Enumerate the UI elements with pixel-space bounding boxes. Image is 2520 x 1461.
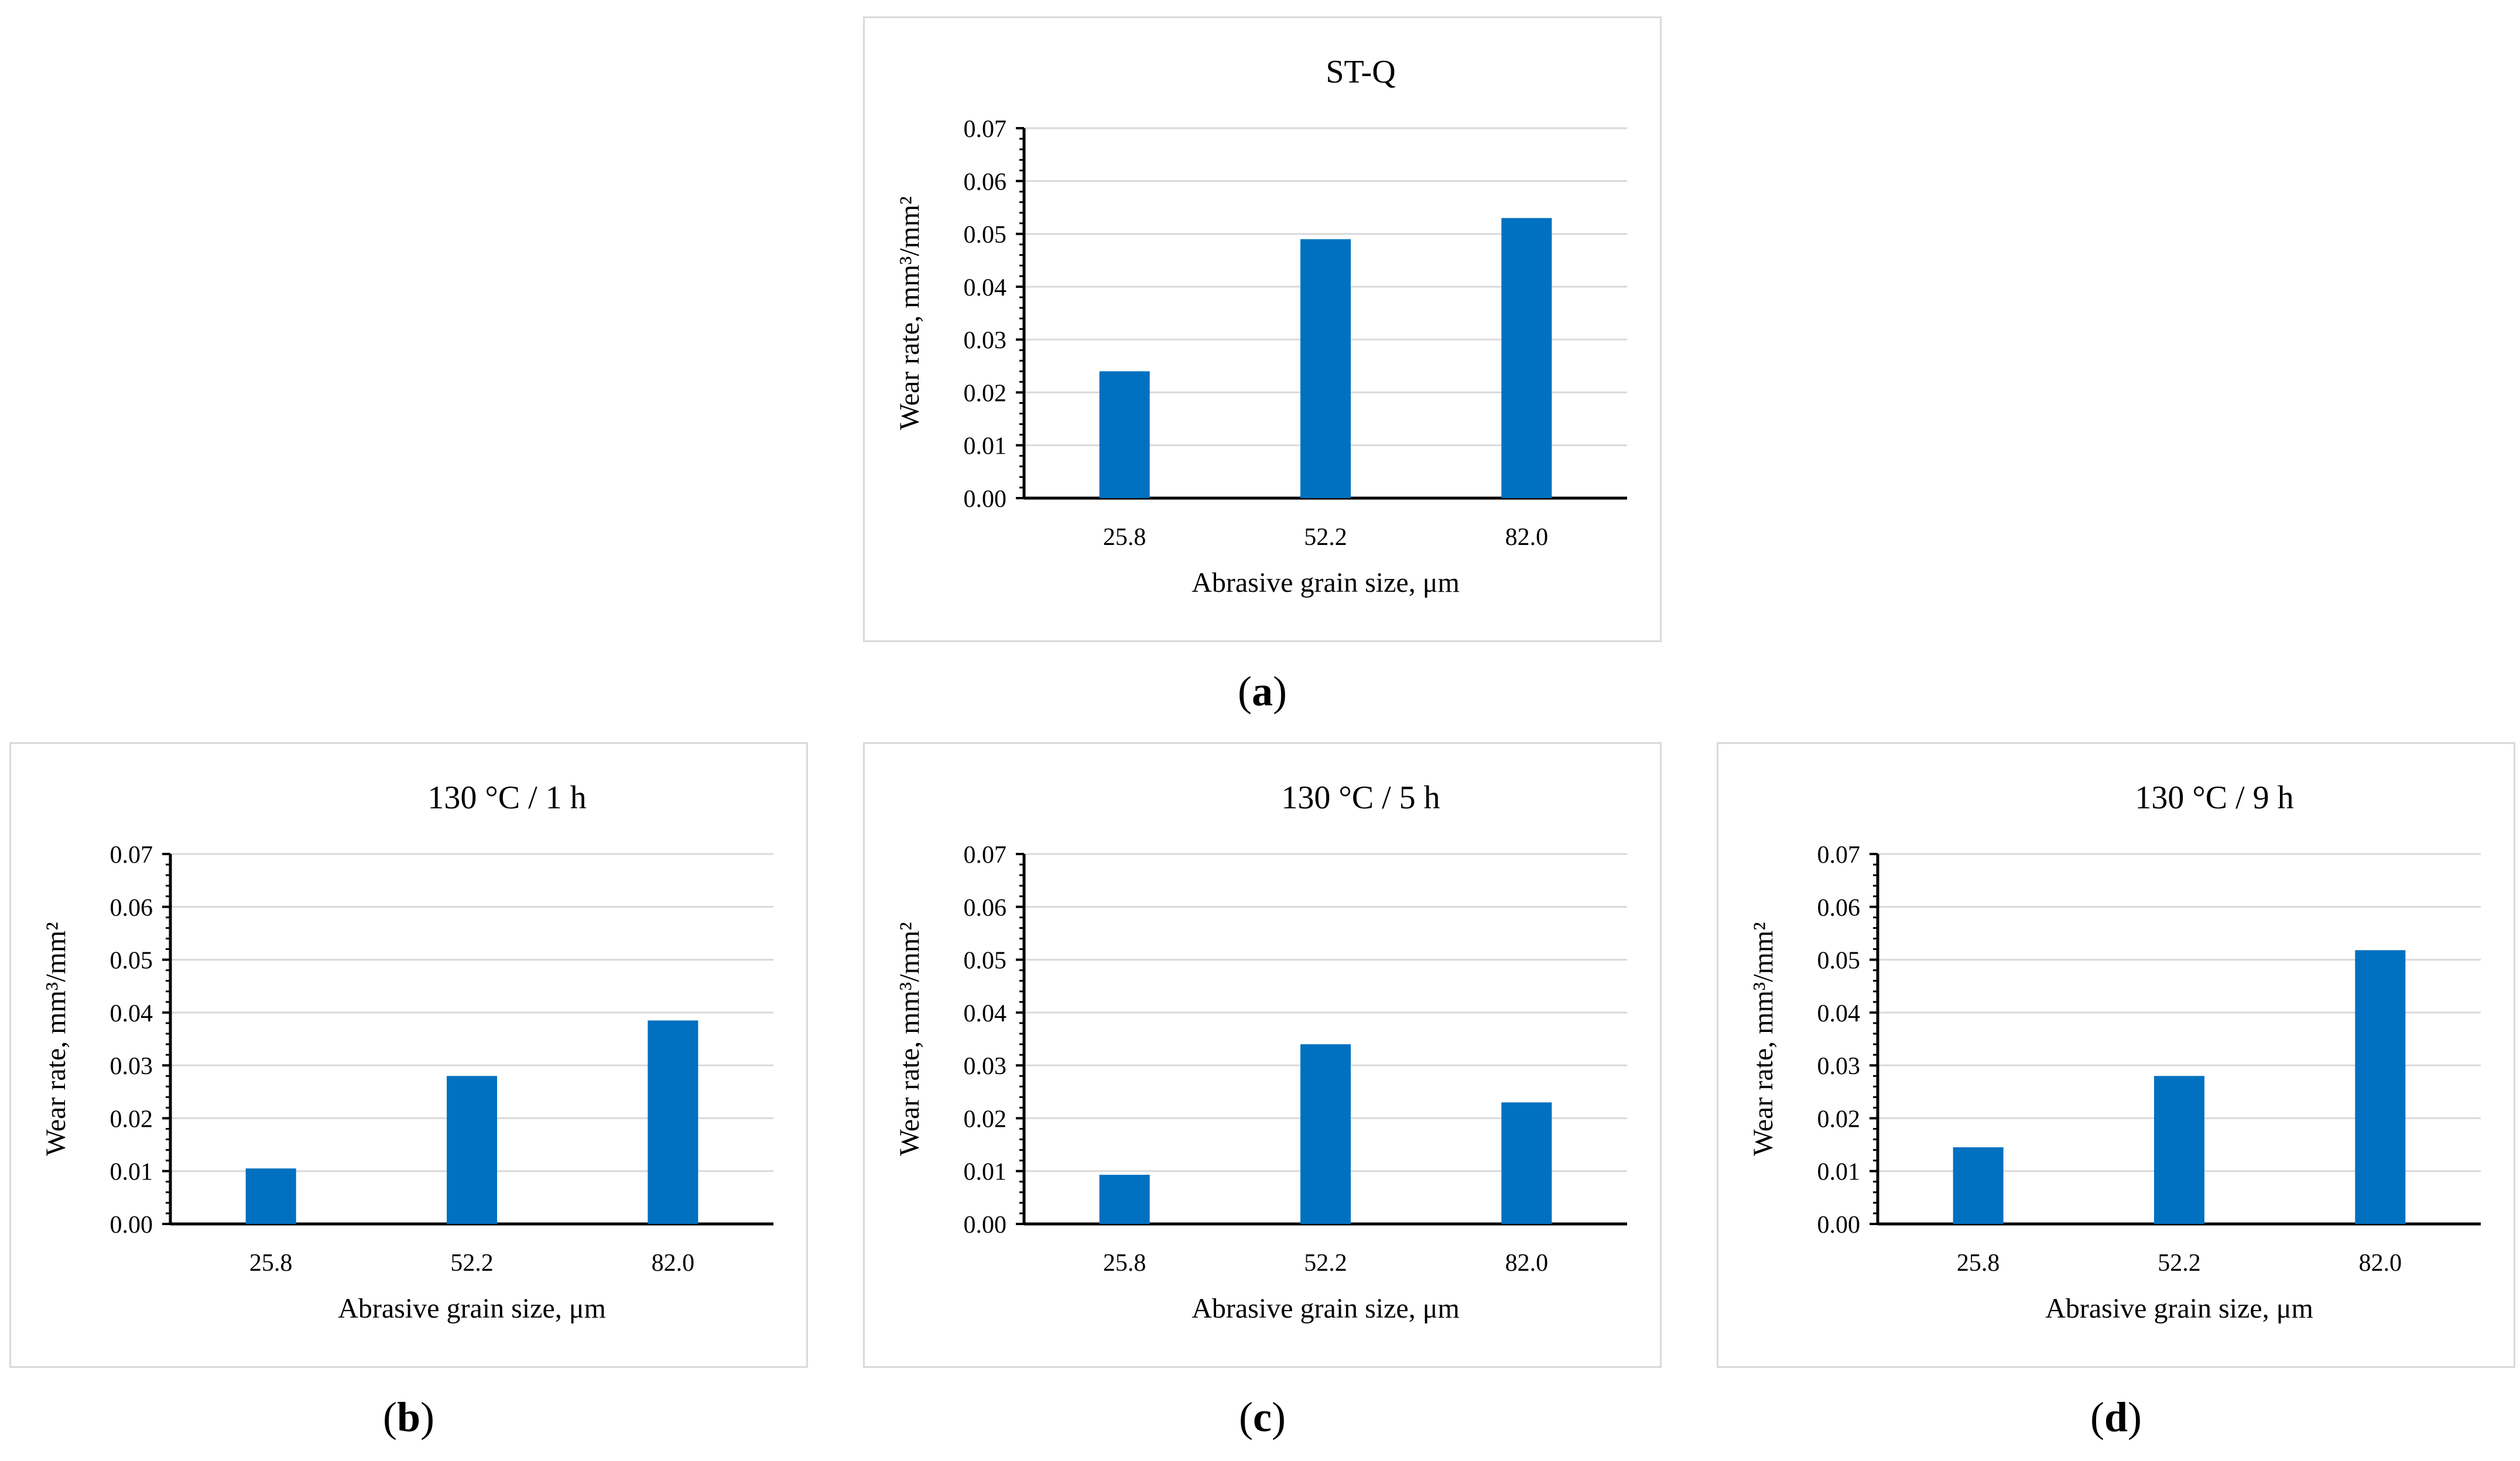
y-tick-label: 0.02 xyxy=(964,380,1007,407)
x-tick-label: 25.8 xyxy=(1103,1250,1146,1277)
y-tick-label: 0.03 xyxy=(110,1053,153,1080)
x-tick-label: 52.2 xyxy=(1304,1250,1347,1277)
y-tick-label: 0.07 xyxy=(964,116,1007,143)
bar-25.8 xyxy=(1099,1175,1150,1224)
bar-82.0 xyxy=(1501,1102,1552,1224)
y-tick-label: 0.01 xyxy=(964,1159,1007,1186)
x-axis-label: Abrasive grain size, μm xyxy=(2045,1293,2313,1324)
caption-d: (d) xyxy=(2090,1394,2142,1441)
x-tick-label: 52.2 xyxy=(450,1250,494,1277)
y-tick-label: 0.07 xyxy=(110,842,153,869)
y-tick-label: 0.06 xyxy=(964,169,1007,196)
bar-82.0 xyxy=(1501,218,1552,498)
caption-a: (a) xyxy=(1238,668,1287,715)
bar-25.8 xyxy=(245,1168,296,1224)
y-tick-label: 0.05 xyxy=(1817,948,1861,975)
chart-svg: ST-Q 0.00 0.01 0.02 0.03 0.04 0.05 0.06 0.07 25.8… xyxy=(894,54,1627,598)
y-axis-label: Wear rate, mm³/mm² xyxy=(1748,922,1779,1155)
bar-52.2 xyxy=(2154,1076,2204,1224)
caption-c: (c) xyxy=(1239,1394,1286,1441)
x-axis-label: Abrasive grain size, μm xyxy=(1191,567,1460,598)
chart-panel-d: 130 °C / 9 h 0.00 0.01 0.02 0.03 0.04 0.05 0.06… xyxy=(1717,742,2515,1368)
y-tick-label: 0.01 xyxy=(1817,1159,1861,1186)
chart-title: 130 °C / 9 h xyxy=(2135,780,2293,816)
chart-panel-a: ST-Q 0.00 0.01 0.02 0.03 0.04 0.05 0.06 0.07 25.8… xyxy=(863,16,1662,642)
chart-title: ST-Q xyxy=(1326,54,1395,90)
y-tick-label: 0.04 xyxy=(1817,1000,1861,1027)
y-tick-label: 0.04 xyxy=(964,275,1007,301)
y-tick-label: 0.05 xyxy=(964,948,1007,975)
y-tick-label: 0.06 xyxy=(964,894,1007,921)
y-tick-label: 0.03 xyxy=(964,1053,1007,1080)
y-tick-label: 0.04 xyxy=(110,1000,153,1027)
y-tick-label: 0.06 xyxy=(1817,894,1861,921)
bar-52.2 xyxy=(1300,1044,1351,1224)
x-tick-label: 25.8 xyxy=(1957,1250,2000,1277)
chart-svg: 130 °C / 9 h 0.00 0.01 0.02 0.03 0.04 0.05 0.06… xyxy=(1748,780,2481,1324)
y-tick-label: 0.03 xyxy=(1817,1053,1861,1080)
x-tick-label: 52.2 xyxy=(1304,524,1347,551)
chart-title: 130 °C / 1 h xyxy=(427,780,586,816)
y-tick-label: 0.03 xyxy=(964,327,1007,354)
x-tick-label: 82.0 xyxy=(652,1250,695,1277)
y-tick-label: 0.07 xyxy=(964,842,1007,869)
bar-82.0 xyxy=(648,1020,699,1224)
y-tick-label: 0.01 xyxy=(110,1159,153,1186)
x-tick-label: 25.8 xyxy=(1103,524,1146,551)
y-tick-label: 0.02 xyxy=(110,1106,153,1133)
x-tick-label: 82.0 xyxy=(1505,524,1549,551)
x-tick-label: 82.0 xyxy=(1505,1250,1549,1277)
bar-25.8 xyxy=(1099,371,1150,498)
y-tick-label: 0.01 xyxy=(964,433,1007,460)
y-tick-label: 0.02 xyxy=(964,1106,1007,1133)
chart-title: 130 °C / 5 h xyxy=(1281,780,1440,816)
x-tick-label: 52.2 xyxy=(2158,1250,2201,1277)
y-tick-label: 0.05 xyxy=(964,222,1007,249)
y-axis-label: Wear rate, mm³/mm² xyxy=(894,922,925,1155)
y-tick-label: 0.00 xyxy=(1817,1212,1861,1239)
chart-svg: 130 °C / 5 h 0.00 0.01 0.02 0.03 0.04 0.05 0.06… xyxy=(894,780,1627,1324)
y-tick-label: 0.00 xyxy=(964,1212,1007,1239)
x-axis-label: Abrasive grain size, μm xyxy=(1191,1293,1460,1324)
chart-panel-b: 130 °C / 1 h 0.00 0.01 0.02 0.03 0.04 0.05 0.06… xyxy=(9,742,808,1368)
bar-82.0 xyxy=(2355,950,2406,1224)
y-tick-label: 0.07 xyxy=(1817,842,1861,869)
y-tick-label: 0.05 xyxy=(110,948,153,975)
x-tick-label: 82.0 xyxy=(2359,1250,2402,1277)
x-tick-label: 25.8 xyxy=(249,1250,293,1277)
y-tick-label: 0.00 xyxy=(964,486,1007,513)
y-tick-label: 0.04 xyxy=(964,1000,1007,1027)
bar-52.2 xyxy=(1300,239,1351,498)
bar-25.8 xyxy=(1953,1147,2004,1224)
chart-svg: 130 °C / 1 h 0.00 0.01 0.02 0.03 0.04 0.05 0.06… xyxy=(40,780,773,1324)
y-axis-label: Wear rate, mm³/mm² xyxy=(40,922,71,1155)
y-tick-label: 0.02 xyxy=(1817,1106,1861,1133)
chart-panel-c: 130 °C / 5 h 0.00 0.01 0.02 0.03 0.04 0.05 0.06… xyxy=(863,742,1662,1368)
y-tick-label: 0.06 xyxy=(110,894,153,921)
y-tick-label: 0.00 xyxy=(110,1212,153,1239)
y-axis-label: Wear rate, mm³/mm² xyxy=(894,196,925,430)
x-axis-label: Abrasive grain size, μm xyxy=(338,1293,606,1324)
bar-52.2 xyxy=(447,1076,497,1224)
caption-b: (b) xyxy=(382,1394,434,1441)
